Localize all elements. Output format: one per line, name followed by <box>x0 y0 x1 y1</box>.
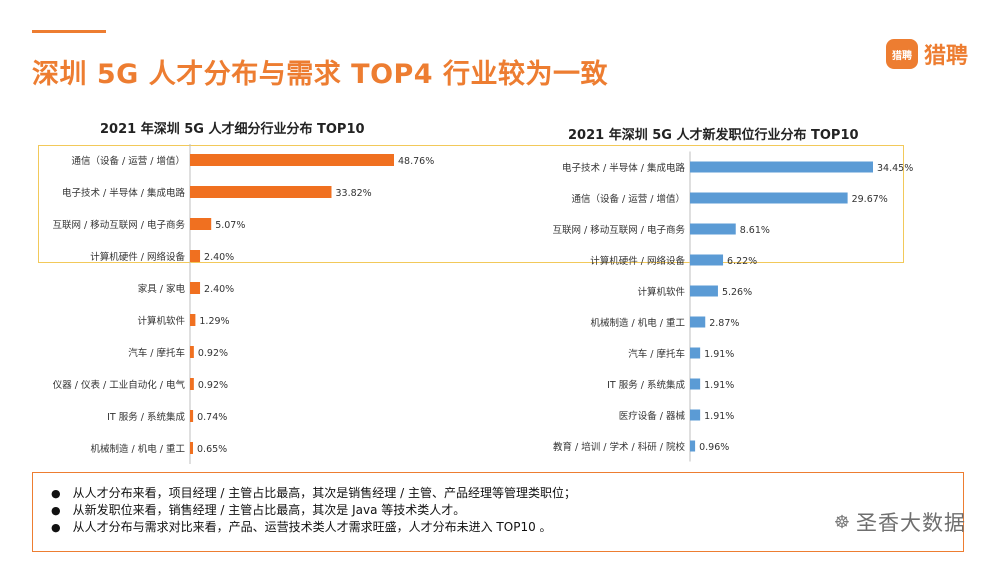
chart1-category-label: 互联网 / 移动互联网 / 电子商务 <box>53 219 186 231</box>
chart1-category-label: 计算机软件 <box>137 315 185 327</box>
brand-logo: 猎聘 猎聘 <box>885 38 968 70</box>
chart2-category-label: 教育 / 培训 / 学术 / 科研 / 院校 <box>553 441 685 453</box>
chart1-value-label: 0.65% <box>197 444 227 455</box>
chart2-bar <box>690 347 701 359</box>
chart2-value-label: 2.87% <box>709 318 739 329</box>
chart1-bar <box>190 186 332 198</box>
chart1-value-label: 0.92% <box>198 348 228 359</box>
chart2-bar <box>690 440 696 452</box>
chart2-category-label: 计算机软件 <box>637 286 685 298</box>
chart2-category-label: 机械制造 / 机电 / 重工 <box>591 317 686 329</box>
chart2-bar <box>690 192 848 204</box>
bullet-icon: ● <box>51 521 61 534</box>
chart1-category-label: 汽车 / 摩托车 <box>128 347 185 359</box>
chart2-category-label: 互联网 / 移动互联网 / 电子商务 <box>553 224 686 236</box>
chart1-bar <box>190 218 212 230</box>
chart2-bar <box>690 409 701 421</box>
top4-highlight-box <box>38 145 904 263</box>
chart2-bar <box>690 285 718 297</box>
chart2-bar <box>690 378 701 390</box>
bullet-icon: ● <box>51 487 61 500</box>
bullet-icon: ● <box>51 504 61 517</box>
chart1-value-label: 0.74% <box>197 412 227 423</box>
chart2-value-label: 6.22% <box>727 256 757 267</box>
chart2-bar <box>690 316 706 328</box>
chart1-bar <box>190 378 194 390</box>
chart2-value-label: 5.26% <box>722 287 752 298</box>
chart2-value-label: 34.45% <box>877 163 913 174</box>
chart1-category-label: 电子技术 / 半导体 / 集成电路 <box>62 187 185 199</box>
chart2-value-label: 0.96% <box>699 442 729 453</box>
chart1-value-label: 33.82% <box>335 188 371 199</box>
summary-text: 从新发职位来看，销售经理 / 主管占比最高，其次是 Java 等技术类人才。 <box>72 503 466 517</box>
chart2-bar <box>690 254 724 266</box>
chart2-value-label: 29.67% <box>852 194 888 205</box>
chart2-title: 2021 年深圳 5G 人才新发职位行业分布 TOP10 <box>568 128 859 143</box>
summary-item: ● 从人才分布与需求对比来看，产品、运营技术类人才需求旺盛，人才分布未进入 TO… <box>51 519 963 536</box>
summary-text: 从人才分布来看，项目经理 / 主管占比最高，其次是销售经理 / 主管、产品经理等… <box>72 486 576 500</box>
chart1-value-label: 48.76% <box>398 156 434 167</box>
watermark-text: 圣香大数据 <box>856 511 966 535</box>
chart2-category-label: 电子技术 / 半导体 / 集成电路 <box>562 162 685 174</box>
chart2-value-label: 8.61% <box>740 225 770 236</box>
title-accent-line <box>32 30 106 33</box>
chart2-category-label: IT 服务 / 系统集成 <box>607 379 685 391</box>
chart2-value-label: 1.91% <box>704 411 734 422</box>
chart1-bar <box>190 410 194 422</box>
chart1-value-label: 0.92% <box>198 380 228 391</box>
chart2-bar <box>690 161 873 173</box>
liepin-logo-icon: 猎聘 <box>885 39 918 69</box>
summary-item: ● 从新发职位来看，销售经理 / 主管占比最高，其次是 Java 等技术类人才。 <box>51 502 963 519</box>
chart2-bar <box>690 223 736 235</box>
wechat-icon: ☸ <box>833 511 850 533</box>
chart1-bar <box>190 314 196 326</box>
chart1-title: 2021 年深圳 5G 人才细分行业分布 TOP10 <box>100 122 365 137</box>
chart2-category-label: 医疗设备 / 器械 <box>619 410 686 422</box>
watermark: ☸ 圣香大数据 <box>834 507 966 537</box>
chart1-category-label: 通信（设备 / 运营 / 增值） <box>72 155 185 167</box>
chart1-category-label: 计算机硬件 / 网络设备 <box>90 251 185 263</box>
summary-text: 从人才分布与需求对比来看，产品、运营技术类人才需求旺盛，人才分布未进入 TOP1… <box>72 520 552 534</box>
chart2-value-label: 1.91% <box>704 349 734 360</box>
chart1-category-label: 机械制造 / 机电 / 重工 <box>91 443 186 455</box>
chart1-value-label: 1.29% <box>199 316 229 327</box>
chart1-bar <box>190 250 201 262</box>
chart1-value-label: 2.40% <box>204 252 234 263</box>
summary-item: ● 从人才分布来看，项目经理 / 主管占比最高，其次是销售经理 / 主管、产品经… <box>51 485 963 502</box>
chart1-category-label: 家具 / 家电 <box>138 283 186 295</box>
chart2-category-label: 通信（设备 / 运营 / 增值） <box>572 193 685 205</box>
chart1-bar <box>190 442 193 454</box>
page-title: 深圳 5G 人才分布与需求 TOP4 行业较为一致 <box>32 59 608 90</box>
chart1-category-label: IT 服务 / 系统集成 <box>107 411 185 423</box>
chart1-category-label: 仪器 / 仪表 / 工业自动化 / 电气 <box>53 379 186 391</box>
chart2-category-label: 计算机硬件 / 网络设备 <box>590 255 685 267</box>
chart1-bar <box>190 154 394 166</box>
chart2-value-label: 1.91% <box>704 380 734 391</box>
chart1-bar <box>190 346 194 358</box>
chart2-category-label: 汽车 / 摩托车 <box>628 348 685 360</box>
brand-name: 猎聘 <box>923 44 968 69</box>
summary-box: ● 从人才分布来看，项目经理 / 主管占比最高，其次是销售经理 / 主管、产品经… <box>32 472 964 552</box>
chart1-value-label: 5.07% <box>215 220 245 231</box>
chart1-value-label: 2.40% <box>204 284 234 295</box>
chart1-bar <box>190 282 201 294</box>
